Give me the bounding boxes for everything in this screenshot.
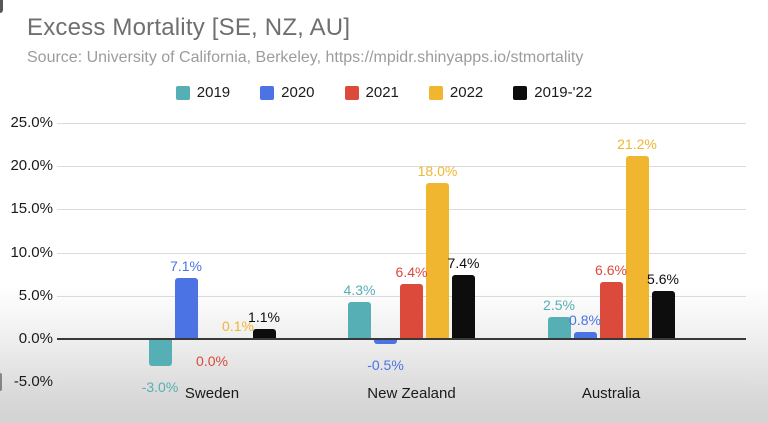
bar-value-label: 0.8%	[569, 312, 601, 329]
bar-value-label: 6.6%	[595, 261, 627, 278]
bar-value-label: 21.2%	[617, 135, 657, 152]
bar-value-label: 7.1%	[170, 257, 202, 274]
legend-item-2022: 2022	[428, 84, 484, 101]
legend-label: 2019-'22	[534, 84, 593, 101]
chart-legend: 2019 2020 2021 2022 2019-'22	[0, 84, 768, 101]
legend-swatch-icon	[428, 85, 443, 100]
gridline	[57, 382, 746, 384]
bar-201922-new-zealand	[452, 274, 475, 339]
legend-swatch-icon	[260, 85, 275, 100]
bar-value-label: 1.1%	[248, 309, 280, 326]
bar-201922-sweden	[252, 329, 276, 340]
bar-value-label: 18.0%	[417, 163, 458, 180]
legend-item-2020: 2020	[260, 84, 315, 101]
bar-value-label: 0.0%	[196, 353, 228, 369]
y-axis-tick-label: 0.0%	[18, 330, 53, 347]
chart-source: Source: University of California, Berkel…	[27, 49, 584, 66]
legend-label: 2019	[196, 84, 231, 101]
y-axis-tick-label: -5.0%	[13, 373, 53, 391]
y-axis-tick-label: 20.0%	[10, 157, 53, 174]
bar-2021-australia	[599, 281, 623, 339]
video-edge-artifact-mid-left	[0, 373, 2, 391]
x-axis-category-label: Sweden	[184, 385, 240, 402]
bar-2019-new-zealand	[348, 301, 371, 339]
bar-2019-australia	[547, 317, 571, 340]
zero-axis-line	[57, 338, 746, 340]
bar-2020-new-zealand	[374, 340, 397, 344]
y-axis-tick-label: 15.0%	[10, 200, 53, 218]
legend-label: 2021	[365, 84, 399, 101]
gridline	[57, 209, 746, 211]
bar-2020-australia	[573, 332, 597, 340]
legend-item-2021: 2021	[344, 84, 399, 101]
bar-2022-new-zealand	[426, 183, 449, 340]
bar-201922-australia	[651, 290, 675, 339]
legend-item-2019: 2019	[175, 84, 231, 101]
legend-swatch-icon	[175, 85, 190, 100]
x-axis-category-label: New Zealand	[367, 385, 456, 402]
y-axis-tick-label: 10.0%	[10, 243, 53, 261]
x-axis-category-label: Australia	[581, 385, 641, 402]
bar-value-label: -3.0%	[141, 378, 179, 395]
bar-value-label: 2.5%	[543, 297, 575, 314]
legend-item-201922: 2019-'22	[513, 84, 592, 101]
bar-2019-sweden	[148, 340, 172, 366]
video-edge-artifact-top-left	[0, 0, 3, 13]
legend-swatch-icon	[344, 85, 359, 100]
bar-value-label: 5.6%	[647, 270, 679, 287]
bar-2020-sweden	[174, 277, 198, 339]
bar-value-label: -0.5%	[367, 357, 404, 374]
legend-label: 2022	[449, 84, 484, 101]
bar-value-label: 0.1%	[222, 318, 254, 335]
gridline	[57, 252, 746, 254]
bar-value-label: 6.4%	[395, 263, 428, 280]
bar-2021-new-zealand	[400, 283, 423, 339]
gridline	[57, 166, 746, 167]
bar-value-label: 7.4%	[447, 254, 480, 271]
gridline	[57, 122, 746, 124]
legend-swatch-icon	[513, 85, 528, 100]
chart-title: Excess Mortality [SE, NZ, AU]	[27, 14, 351, 41]
bar-2022-australia	[625, 155, 649, 339]
legend-label: 2020	[281, 84, 315, 101]
bar-value-label: 4.3%	[343, 281, 376, 298]
y-axis-tick-label: 5.0%	[18, 286, 53, 304]
y-axis-tick-label: 25.0%	[10, 113, 53, 131]
